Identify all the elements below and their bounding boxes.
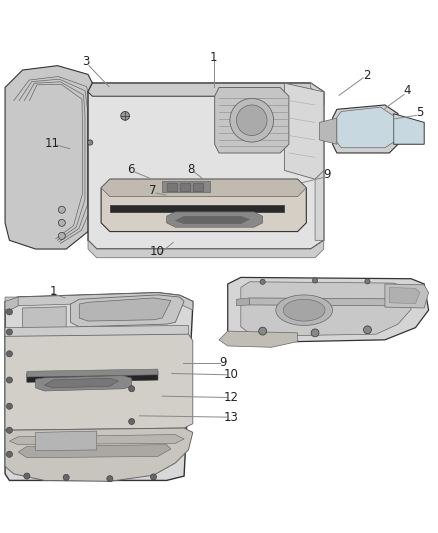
Circle shape xyxy=(259,327,267,335)
Circle shape xyxy=(7,451,12,457)
Circle shape xyxy=(129,418,135,425)
Circle shape xyxy=(365,279,370,284)
Polygon shape xyxy=(5,326,188,338)
Polygon shape xyxy=(219,331,297,348)
Text: 3: 3 xyxy=(82,55,89,68)
Circle shape xyxy=(312,278,318,283)
Circle shape xyxy=(7,309,12,315)
Circle shape xyxy=(311,329,319,337)
Circle shape xyxy=(58,232,65,239)
Text: 1: 1 xyxy=(210,51,218,64)
Polygon shape xyxy=(228,277,428,342)
Polygon shape xyxy=(88,83,324,105)
Circle shape xyxy=(129,386,135,392)
Circle shape xyxy=(63,474,69,480)
Polygon shape xyxy=(166,212,263,227)
Circle shape xyxy=(7,427,12,433)
Polygon shape xyxy=(311,83,324,240)
Polygon shape xyxy=(5,297,18,309)
Circle shape xyxy=(7,351,12,357)
Text: 5: 5 xyxy=(416,106,424,119)
Polygon shape xyxy=(27,372,158,382)
Polygon shape xyxy=(276,295,332,326)
Polygon shape xyxy=(180,183,190,190)
Polygon shape xyxy=(101,179,306,197)
Polygon shape xyxy=(237,298,250,306)
Polygon shape xyxy=(5,293,193,480)
Polygon shape xyxy=(10,434,184,445)
Circle shape xyxy=(260,279,265,285)
Polygon shape xyxy=(35,376,132,391)
Circle shape xyxy=(7,377,12,383)
Polygon shape xyxy=(27,369,158,377)
Polygon shape xyxy=(283,299,325,321)
Polygon shape xyxy=(394,114,424,144)
Circle shape xyxy=(107,475,113,482)
Circle shape xyxy=(364,326,371,334)
Circle shape xyxy=(24,473,30,479)
Polygon shape xyxy=(5,428,193,481)
Circle shape xyxy=(88,140,93,145)
Text: 10: 10 xyxy=(149,245,164,258)
Circle shape xyxy=(7,403,12,409)
Circle shape xyxy=(230,99,274,142)
Text: 4: 4 xyxy=(403,85,410,98)
Polygon shape xyxy=(88,240,324,258)
Text: 6: 6 xyxy=(127,163,134,176)
Text: 10: 10 xyxy=(223,368,238,381)
Polygon shape xyxy=(22,306,66,329)
Circle shape xyxy=(121,111,130,120)
Polygon shape xyxy=(389,287,420,304)
Polygon shape xyxy=(319,118,337,144)
Text: 11: 11 xyxy=(45,137,60,150)
Text: 2: 2 xyxy=(363,69,370,82)
Polygon shape xyxy=(5,66,97,249)
Polygon shape xyxy=(215,87,289,153)
Text: 7: 7 xyxy=(149,184,156,197)
Circle shape xyxy=(58,206,65,213)
Polygon shape xyxy=(285,83,324,179)
Text: 12: 12 xyxy=(223,391,238,404)
Polygon shape xyxy=(44,378,119,388)
Polygon shape xyxy=(193,183,203,190)
Circle shape xyxy=(58,220,65,227)
Polygon shape xyxy=(71,295,184,327)
Circle shape xyxy=(7,329,12,335)
Polygon shape xyxy=(35,431,97,451)
Polygon shape xyxy=(110,205,285,212)
Text: 8: 8 xyxy=(187,163,195,176)
Text: 9: 9 xyxy=(219,356,227,369)
Polygon shape xyxy=(175,216,250,224)
Text: 1: 1 xyxy=(49,285,57,298)
Polygon shape xyxy=(337,107,394,148)
Circle shape xyxy=(237,105,267,135)
Polygon shape xyxy=(5,293,193,310)
Polygon shape xyxy=(18,445,171,458)
Polygon shape xyxy=(250,298,394,306)
Text: 13: 13 xyxy=(223,410,238,424)
Polygon shape xyxy=(88,83,324,249)
Polygon shape xyxy=(241,282,411,335)
Text: 9: 9 xyxy=(324,168,331,181)
Polygon shape xyxy=(385,284,428,308)
Polygon shape xyxy=(166,183,177,190)
Polygon shape xyxy=(332,105,398,153)
Polygon shape xyxy=(79,298,171,321)
Polygon shape xyxy=(101,179,306,231)
Circle shape xyxy=(150,474,156,480)
Polygon shape xyxy=(162,181,210,192)
Polygon shape xyxy=(5,334,193,430)
